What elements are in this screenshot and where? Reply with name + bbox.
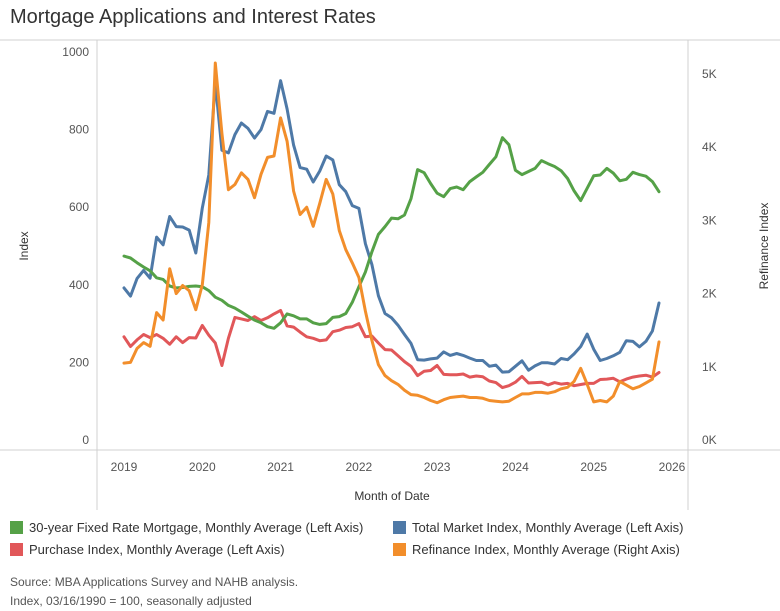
legend-label: Total Market Index, Monthly Average (Lef… — [412, 520, 684, 535]
x-axis-title: Month of Date — [354, 489, 430, 503]
series-line-refinance[interactable] — [122, 61, 661, 405]
series-layer — [122, 61, 661, 405]
right-axis-ticks: 0K 1K 2K 3K 4K 5K — [702, 67, 717, 447]
series-line-mortgage-rate[interactable] — [122, 136, 661, 330]
x-tick-label: 2026 — [659, 460, 686, 474]
y2-tick-label: 2K — [702, 287, 717, 301]
legend-item-purchase[interactable]: Purchase Index, Monthly Average (Left Ax… — [10, 542, 285, 557]
y-tick-label: 400 — [69, 278, 89, 292]
y2-tick-label: 4K — [702, 140, 717, 154]
x-tick-label: 2021 — [267, 460, 294, 474]
chart-frame — [0, 39, 780, 510]
x-axis-ticks: 2019 2020 2021 2022 2023 2024 2025 2026 — [111, 460, 686, 474]
legend-swatch-blue — [393, 521, 406, 534]
x-tick-label: 2020 — [189, 460, 216, 474]
left-axis-ticks: 0 200 400 600 800 1000 — [62, 45, 89, 447]
y2-axis-title: Refinance Index — [757, 203, 771, 290]
y-tick-label: 600 — [69, 200, 89, 214]
chart-title: Mortgage Applications and Interest Rates — [10, 6, 376, 28]
legend-item-30yr-mortgage[interactable]: 30-year Fixed Rate Mortgage, Monthly Ave… — [10, 520, 363, 535]
y2-tick-label: 3K — [702, 213, 717, 227]
y-tick-label: 0 — [82, 433, 89, 447]
legend-label: Refinance Index, Monthly Average (Right … — [412, 542, 680, 557]
x-tick-label: 2022 — [346, 460, 373, 474]
x-tick-label: 2023 — [424, 460, 451, 474]
legend-swatch-orange — [393, 543, 406, 556]
index-note: Index, 03/16/1990 = 100, seasonally adju… — [10, 594, 252, 608]
y-tick-label: 1000 — [62, 45, 89, 59]
legend-item-refinance[interactable]: Refinance Index, Monthly Average (Right … — [393, 542, 680, 557]
legend-label: Purchase Index, Monthly Average (Left Ax… — [29, 542, 285, 557]
y-tick-label: 200 — [69, 355, 89, 369]
legend-label: 30-year Fixed Rate Mortgage, Monthly Ave… — [29, 520, 364, 535]
legend-swatch-green — [10, 521, 23, 534]
x-tick-label: 2024 — [502, 460, 529, 474]
y2-tick-label: 1K — [702, 360, 717, 374]
legend-item-total-market[interactable]: Total Market Index, Monthly Average (Lef… — [393, 520, 683, 535]
y2-tick-label: 5K — [702, 67, 717, 81]
y2-tick-label: 0K — [702, 433, 717, 447]
y-axis-title: Index — [17, 231, 31, 260]
x-tick-label: 2019 — [111, 460, 138, 474]
source-notes: Source: MBA Applications Survey and NAHB… — [10, 573, 298, 611]
y-tick-label: 800 — [69, 123, 89, 137]
legend-swatch-red — [10, 543, 23, 556]
x-tick-label: 2025 — [580, 460, 607, 474]
source-text: Source: MBA Applications Survey and NAHB… — [10, 575, 299, 589]
